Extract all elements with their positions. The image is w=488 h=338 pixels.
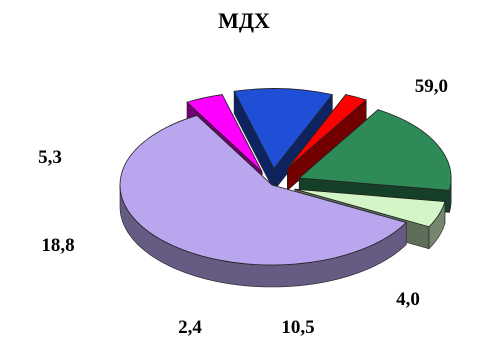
pie-slice-2-4	[287, 93, 368, 192]
pie-slice-top	[119, 114, 407, 266]
pie-slice-59-0	[119, 114, 407, 288]
pie-slice-top	[186, 94, 263, 173]
data-label-5-3: 5,3	[38, 147, 62, 168]
data-label-2-4: 2,4	[178, 317, 202, 338]
data-label-59-0: 59,0	[415, 76, 448, 97]
chart-title: МДХ	[218, 8, 270, 33]
data-label-4-0: 4,0	[396, 289, 420, 310]
pie-slice-top	[294, 188, 446, 228]
pie-slice-top	[287, 94, 368, 169]
pie-slice-top	[298, 109, 452, 191]
data-label-18-8: 18,8	[41, 235, 74, 256]
pie-slice-top	[233, 88, 334, 170]
data-label-10-5: 10,5	[281, 317, 314, 338]
